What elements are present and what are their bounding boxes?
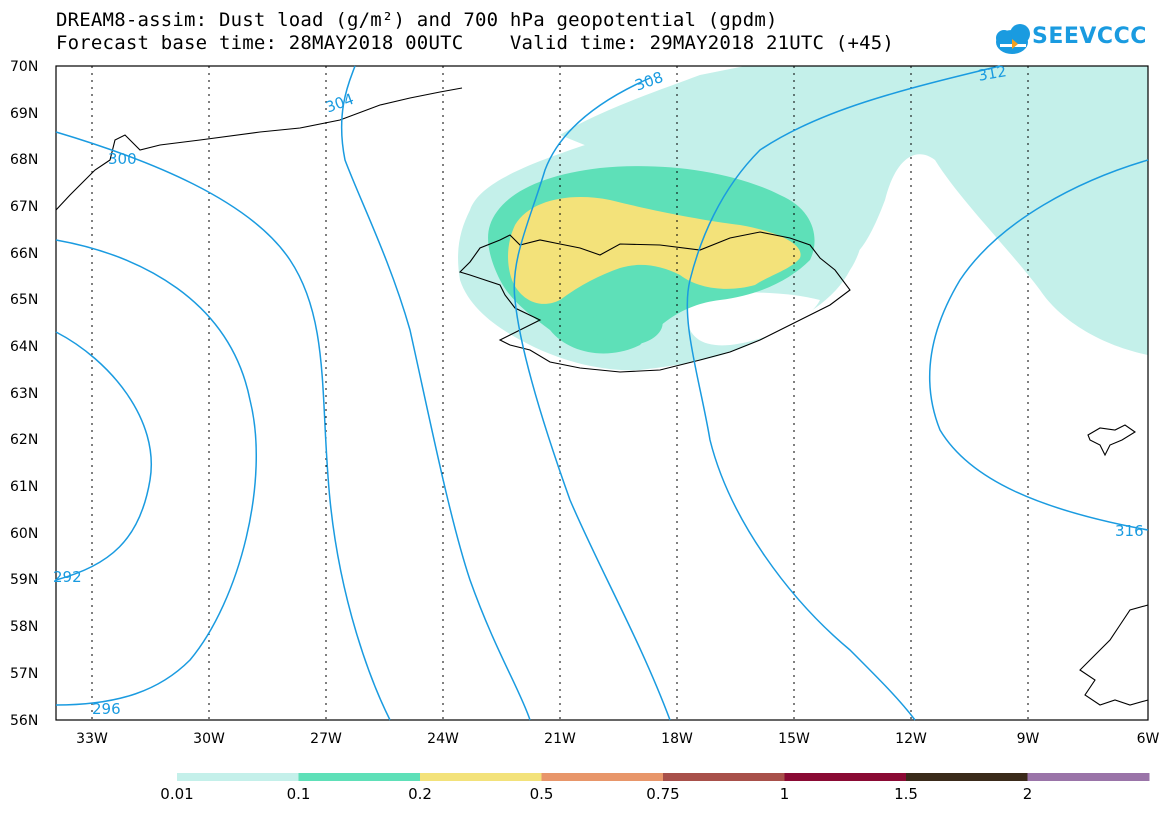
lat-label: 61N [10, 479, 38, 495]
coast-iceland [458, 231, 851, 373]
lat-label: 69N [10, 106, 38, 122]
dust-clear-area [687, 292, 820, 346]
coastlines [55, 87, 1149, 706]
lon-label: 18W [661, 731, 693, 747]
colorbar-swatch [1027, 773, 1150, 781]
colorbar-swatch [663, 773, 785, 781]
lon-label: 6W [1137, 731, 1160, 747]
colorbar-label: 2 [1022, 785, 1033, 803]
colorbar-label: 0.1 [286, 785, 311, 803]
coast-greenland [55, 87, 463, 211]
logo-text: SEEVCCC [1032, 24, 1147, 49]
colorbar-swatch [177, 773, 299, 781]
colorbar-label: 0.2 [408, 785, 432, 803]
colorbar-label: 1.5 [894, 785, 918, 803]
contour-300 [55, 131, 391, 721]
lat-label: 67N [10, 199, 38, 215]
lon-label: 30W [193, 731, 225, 747]
contour-label-296: 296 [92, 700, 121, 718]
lat-label: 57N [10, 666, 38, 682]
dust-area-high [508, 197, 801, 304]
lat-label: 70N [10, 59, 38, 75]
lon-label: 21W [544, 731, 576, 747]
cloud-icon [996, 24, 1030, 54]
lat-label: 68N [10, 152, 38, 168]
contour-label-312: 312 [977, 62, 1008, 85]
contour-312 [686, 65, 1001, 721]
colorbar-swatch [298, 773, 421, 781]
map-frame [55, 65, 1149, 721]
coast-scotland [1079, 604, 1149, 706]
contour-308 [513, 77, 671, 721]
lat-label: 56N [10, 713, 38, 729]
contour-label-316: 316 [1115, 522, 1144, 540]
geopotential-contours [55, 65, 1149, 721]
colorbar-label: 0.5 [529, 785, 554, 803]
dust-area-medium-inner [590, 305, 663, 345]
colorbar-label: 0.75 [646, 785, 680, 803]
lon-label: 33W [76, 731, 108, 747]
lon-label: 9W [1017, 731, 1040, 747]
contour-label-304: 304 [323, 90, 356, 117]
map-title-line2: Forecast base time: 28MAY2018 00UTC Vali… [56, 32, 895, 54]
colorbar-label: 1 [779, 785, 790, 803]
coast-faroes [1087, 424, 1137, 457]
lat-label: 65N [10, 292, 38, 308]
lat-label: 64N [10, 339, 38, 355]
contour-304 [340, 65, 531, 721]
map-title-line1: DREAM8-assim: Dust load (g/m²) and 700 h… [56, 9, 778, 31]
lat-label: 60N [10, 526, 38, 542]
lon-label: 24W [427, 731, 459, 747]
lon-label: 12W [895, 731, 927, 747]
seevccc-logo [996, 24, 1030, 54]
colorbar-swatch [784, 773, 907, 781]
lat-label: 62N [10, 432, 38, 448]
colorbar [177, 773, 1150, 781]
colorbar-swatch [906, 773, 1028, 781]
lon-label: 15W [778, 731, 810, 747]
lat-label: 59N [10, 572, 38, 588]
contour-292 [55, 331, 152, 581]
longitude-labels: 33W 30W 27W 24W 21W 18W 15W 12W 9W 6W [76, 731, 1159, 747]
colorbar-label: 0.01 [160, 785, 194, 803]
colorbar-swatch [420, 773, 542, 781]
colorbar-swatch [541, 773, 664, 781]
lat-label: 63N [10, 386, 38, 402]
contour-label-292: 292 [53, 568, 82, 586]
lat-label: 58N [10, 619, 38, 635]
contour-316 [928, 159, 1149, 531]
lon-label: 27W [310, 731, 342, 747]
latitude-labels: 70N 69N 68N 67N 66N 65N 64N 63N 62N 61N … [10, 59, 38, 729]
lat-label: 66N [10, 246, 38, 262]
contour-296 [55, 239, 257, 706]
contour-label-300: 300 [108, 150, 137, 168]
